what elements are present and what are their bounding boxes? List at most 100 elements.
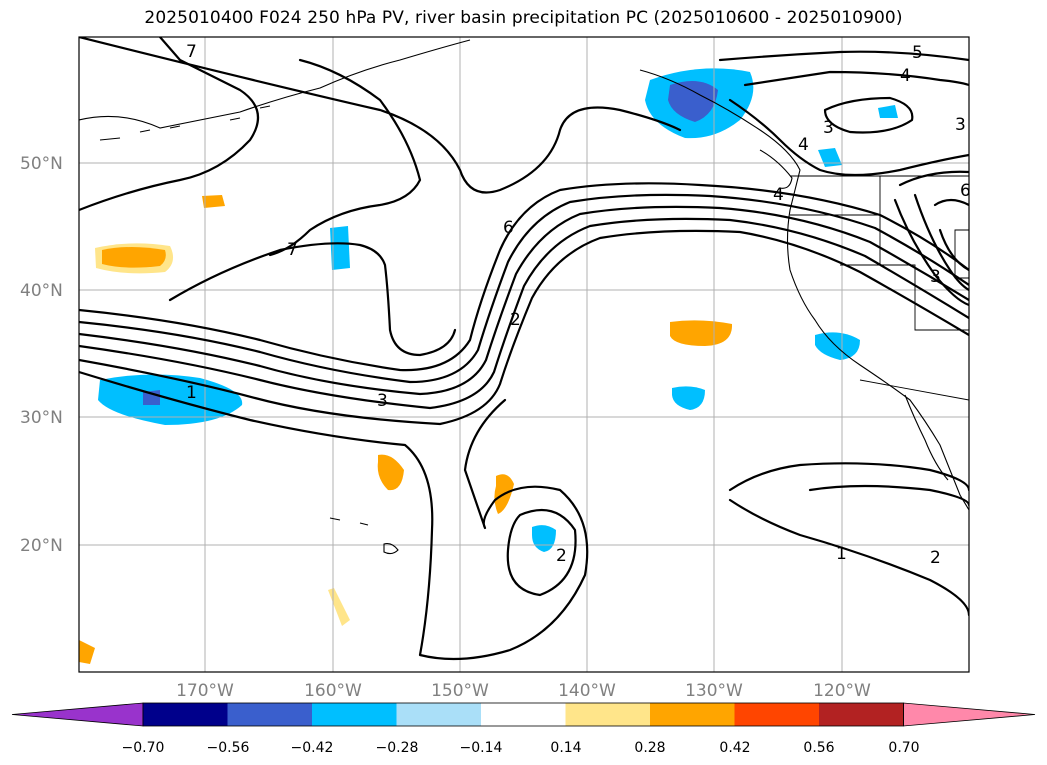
colorbar-tick-label: 0.14 bbox=[550, 740, 581, 756]
contour-label: 7 bbox=[287, 240, 298, 260]
precip-dark-alaska bbox=[668, 81, 718, 122]
contour-a bbox=[79, 182, 969, 372]
contour-b bbox=[79, 193, 969, 384]
contour-ne-7 bbox=[913, 193, 969, 292]
contour-east-3 bbox=[808, 484, 969, 507]
contour-labels: 7 7 6 2 1 3 2 1 2 5 4 4 4 3 3 6 3 bbox=[186, 42, 971, 568]
colorbar-tick-label: 0.70 bbox=[888, 740, 919, 756]
coast-baja bbox=[904, 394, 949, 481]
precip-blue-mid bbox=[672, 386, 705, 410]
contour-label: 2 bbox=[510, 310, 521, 330]
contour-ne-8 bbox=[933, 198, 969, 272]
colorbar-extend-low bbox=[11, 702, 144, 727]
precip-orange-hi bbox=[377, 454, 404, 491]
lon-label: 120°W bbox=[813, 681, 871, 701]
precip-orange-small bbox=[202, 195, 225, 208]
colorbar-tick-label: 0.42 bbox=[719, 740, 750, 756]
colorbar-tick-labels: −0.70 −0.56 −0.42 −0.28 −0.14 0.14 0.28 … bbox=[122, 740, 920, 756]
lon-axis: 170°W 160°W 150°W 140°W 130°W 120°W bbox=[176, 681, 871, 701]
colorbar-segment bbox=[650, 703, 735, 726]
coastlines bbox=[79, 39, 969, 555]
lat-label: 20°N bbox=[20, 536, 63, 556]
contour-label: 4 bbox=[798, 135, 809, 155]
lon-label: 140°W bbox=[558, 681, 616, 701]
lon-label: 150°W bbox=[431, 681, 489, 701]
colorbar-segment bbox=[819, 703, 904, 726]
map-area: 7 7 6 2 1 3 2 1 2 5 4 4 4 3 3 6 3 bbox=[79, 37, 971, 672]
coast-alaska bbox=[79, 39, 471, 129]
contour-ne-4 bbox=[823, 96, 914, 134]
colorbar-segment bbox=[734, 703, 820, 726]
colorbar-extend-high bbox=[903, 702, 1036, 727]
coast-vancouver bbox=[759, 149, 793, 189]
contour-ne-6 bbox=[893, 198, 969, 307]
contour-ne-5 bbox=[898, 170, 969, 187]
precip-blue-ne bbox=[878, 105, 898, 118]
lon-label: 130°W bbox=[685, 681, 743, 701]
contour-label: 1 bbox=[186, 383, 197, 403]
lon-label: 170°W bbox=[176, 681, 234, 701]
contour-e bbox=[79, 229, 969, 426]
colorbar-segment bbox=[396, 703, 482, 726]
contour-nw bbox=[79, 37, 260, 212]
contour-loop-south bbox=[506, 508, 577, 597]
contour-ne-3 bbox=[728, 98, 969, 177]
colorbar-segment bbox=[565, 703, 651, 726]
precip-orange-corner bbox=[79, 640, 95, 664]
contour-east-1 bbox=[728, 462, 969, 492]
contour-label: 3 bbox=[377, 391, 388, 411]
contour-ne-2 bbox=[743, 70, 969, 87]
colorbar-tick-label: −0.14 bbox=[460, 740, 503, 756]
colorbar-segment bbox=[481, 703, 566, 726]
contour-label: 7 bbox=[186, 42, 197, 62]
contour-c bbox=[79, 205, 969, 396]
colorbar-frame bbox=[142, 702, 904, 727]
contour-lower bbox=[79, 370, 589, 661]
contour-label: 6 bbox=[960, 181, 971, 201]
lat-label: 30°N bbox=[20, 408, 63, 428]
coast-hawaii bbox=[329, 517, 399, 555]
contour-top bbox=[79, 37, 682, 194]
contour-upper-ring bbox=[268, 58, 422, 257]
colorbar-tick-label: −0.70 bbox=[122, 740, 165, 756]
colorbar-tick-label: −0.28 bbox=[376, 740, 419, 756]
lon-label: 160°W bbox=[304, 681, 362, 701]
contour-label: 2 bbox=[556, 546, 567, 566]
colorbar-segment bbox=[312, 703, 397, 726]
colorbar-tick-label: 0.28 bbox=[634, 740, 665, 756]
contour-label: 6 bbox=[503, 218, 514, 238]
contour-east-2 bbox=[728, 498, 969, 617]
map-frame bbox=[78, 36, 970, 673]
contour-7 bbox=[168, 242, 457, 357]
contour-label: 5 bbox=[912, 43, 923, 63]
contour-label: 3 bbox=[955, 115, 966, 135]
precip-orange-west bbox=[102, 247, 166, 268]
precip-blue-bc bbox=[818, 148, 842, 167]
colorbar bbox=[11, 702, 1036, 727]
precip-shading bbox=[79, 68, 898, 664]
contour-label: 4 bbox=[773, 185, 784, 205]
graticule bbox=[79, 37, 969, 672]
figure-title: 2025010400 F024 250 hPa PV, river basin … bbox=[144, 8, 903, 28]
borders bbox=[790, 175, 969, 401]
lat-label: 40°N bbox=[20, 281, 63, 301]
contour-label: 3 bbox=[823, 118, 834, 138]
colorbar-segment bbox=[227, 703, 313, 726]
colorbar-tick-label: −0.56 bbox=[207, 740, 250, 756]
contour-label: 1 bbox=[836, 544, 847, 564]
contour-ne-1 bbox=[718, 50, 969, 62]
contour-d bbox=[79, 217, 969, 410]
precip-blue-160w bbox=[330, 226, 350, 270]
contour-label: 3 bbox=[930, 267, 941, 287]
contour-label: 4 bbox=[900, 66, 911, 86]
colorbar-tick-label: 0.56 bbox=[803, 740, 834, 756]
colorbar-tick-label: −0.42 bbox=[291, 740, 334, 756]
precip-blue-calif bbox=[815, 332, 860, 360]
lat-axis: 50°N 40°N 30°N 20°N bbox=[20, 154, 63, 556]
precip-orange-mid bbox=[670, 320, 733, 346]
contour-label: 2 bbox=[930, 548, 941, 568]
lat-label: 50°N bbox=[20, 154, 63, 174]
colorbar-segment bbox=[143, 703, 228, 726]
pv-contours bbox=[79, 37, 969, 661]
